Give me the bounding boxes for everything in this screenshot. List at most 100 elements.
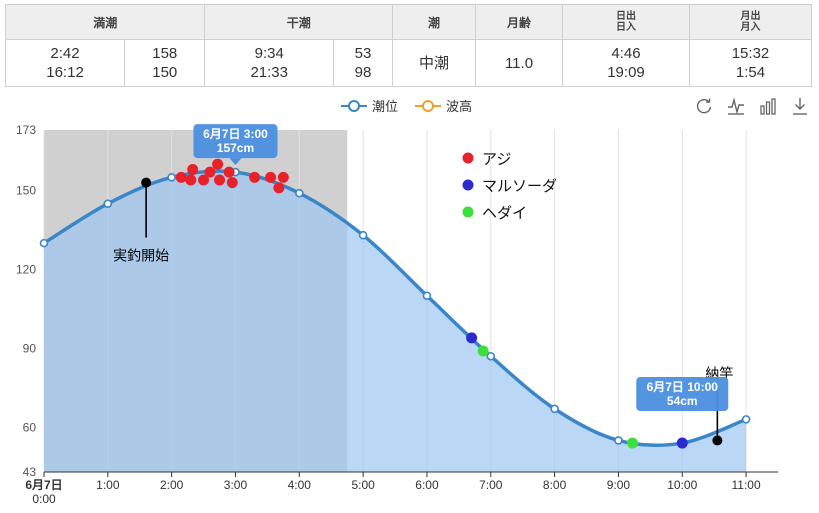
tooltip-line1: 6月7日 3:00 <box>203 127 268 141</box>
tooltip-box <box>193 124 278 159</box>
catch-legend-marker <box>462 152 474 164</box>
tide-point <box>486 351 496 361</box>
refresh-icon[interactable] <box>694 96 714 116</box>
legend-item-tide-level[interactable]: 潮位 <box>340 96 398 115</box>
sunrise-time: 4:46 <box>611 45 641 62</box>
y-tick-label: 43 <box>23 465 37 479</box>
x-tick-label: 8:00 <box>543 478 567 492</box>
tooltip-line2: 157cm <box>217 141 254 155</box>
catch-point <box>477 345 489 357</box>
x-tick-label: 5:00 <box>351 478 375 492</box>
catch-legend-label: マルソーダ <box>482 178 557 195</box>
sun-times: 4:46 19:09 <box>562 39 690 87</box>
moon-header: 月出 月入 <box>689 4 812 40</box>
tide-point <box>39 238 49 248</box>
tooltip-line2: 54cm <box>667 394 698 408</box>
low-tide-times: 9:34 21:33 <box>204 39 334 87</box>
low-tide-level-1: 53 <box>354 45 372 62</box>
x-tick-label: 6:00 <box>415 478 439 492</box>
x-tick-label: 1:00 <box>96 478 120 492</box>
high-tide-times: 2:42 16:12 <box>4 39 126 87</box>
sunset-header: 日入 <box>616 22 636 33</box>
download-icon[interactable] <box>790 96 810 116</box>
moonset-header: 月入 <box>740 22 761 33</box>
high-tide-level-1: 158 <box>152 45 178 62</box>
annotation-point <box>712 435 723 446</box>
catch-point <box>249 171 261 183</box>
annotation-point <box>141 177 152 188</box>
catch-point <box>175 171 187 183</box>
x-tick-label: 6月7日 <box>25 478 62 492</box>
catch-legend-marker <box>462 179 474 191</box>
y-tick-label: 173 <box>16 123 36 137</box>
sunrise-header: 日出 <box>616 11 636 22</box>
wave-height-legend-icon <box>415 99 442 112</box>
tide-table-header-row: 満潮 干潮 潮 月齢 日出 日入 月出 月入 <box>4 4 812 40</box>
low-tide-header: 干潮 <box>204 4 393 40</box>
low-tide-time-2: 21:33 <box>250 64 288 81</box>
high-tide-levels: 158 150 <box>124 39 206 87</box>
tide-point <box>358 230 368 240</box>
catch-point <box>204 166 216 178</box>
high-tide-time-1: 2:42 <box>50 45 80 62</box>
tide-type-header: 潮 <box>392 4 476 40</box>
moonrise-header: 月出 <box>740 11 761 22</box>
high-tide-level-2: 150 <box>152 64 178 81</box>
tide-chart: 6月7日 1:00 2:00 3:00 4:00 5:00 6:00 7:00 8:00 9:00… <box>16 123 778 506</box>
x-tick-label: 2:00 <box>160 478 184 492</box>
x-tick-label: 7:00 <box>479 478 503 492</box>
moon-times: 15:32 1:54 <box>689 39 812 87</box>
x-tick-label: 4:00 <box>288 478 312 492</box>
x-tick-label: 9:00 <box>607 478 631 492</box>
tide-area <box>44 171 747 472</box>
catch-legend-label: ヘダイ <box>482 205 527 222</box>
catch-point <box>223 166 235 178</box>
tide-point <box>614 436 623 445</box>
tide-point <box>741 415 751 424</box>
bar-chart-icon[interactable] <box>758 96 778 116</box>
tooltip-pointer <box>229 158 242 166</box>
low-tide-levels: 53 98 <box>332 39 394 87</box>
catch-legend-marker <box>462 206 474 218</box>
high-tide-time-2: 16:12 <box>46 64 84 81</box>
x-tick-label: 3:00 <box>224 478 248 492</box>
legend-item-wave-height[interactable]: 波高 <box>414 96 472 115</box>
catch-legend-label: アジ <box>482 151 511 168</box>
catch-point <box>466 332 478 344</box>
catch-point <box>226 177 238 189</box>
tide-type-value: 中潮 <box>392 39 476 87</box>
legend-label-tide-level: 潮位 <box>372 99 399 114</box>
tide-point <box>422 291 432 301</box>
tide-table: 満潮 干潮 潮 月齢 日出 日入 月出 月入 2:42 16:12 158 15… <box>4 4 812 87</box>
chart-toolbox <box>694 96 810 116</box>
y-tick-label: 150 <box>16 184 36 198</box>
low-tide-level-2: 98 <box>354 64 372 81</box>
tooltip-line1: 6月7日 10:00 <box>647 380 719 394</box>
x-tick-sublabel: 0:00 <box>32 492 56 506</box>
catch-point <box>212 158 224 170</box>
catch-point <box>187 163 199 175</box>
moonrise-time: 15:32 <box>731 45 770 62</box>
catch-point <box>265 171 277 183</box>
y-tick-label: 120 <box>16 262 36 276</box>
tooltip-box <box>636 377 729 412</box>
catch-point <box>626 437 638 449</box>
tide-level-legend-icon <box>341 99 367 112</box>
catch-point <box>214 174 226 186</box>
catch-point <box>185 174 197 186</box>
tide-point <box>550 404 559 414</box>
y-tick-label: 60 <box>23 420 37 434</box>
legend-label-wave-height: 波高 <box>446 99 473 114</box>
catch-point <box>676 437 688 449</box>
moon-age-header: 月齢 <box>475 4 563 40</box>
catch-point <box>273 182 285 194</box>
tide-point <box>295 188 304 198</box>
sun-header: 日出 日入 <box>562 4 690 40</box>
sunset-time: 19:09 <box>607 64 645 81</box>
high-tide-header: 満潮 <box>4 4 206 40</box>
chart-legend: 潮位 波高 <box>340 96 472 115</box>
y-tick-label: 90 <box>23 341 37 355</box>
line-chart-icon[interactable] <box>726 96 746 116</box>
low-tide-time-1: 9:34 <box>254 45 284 62</box>
x-tick-label: 10:00 <box>667 478 697 492</box>
